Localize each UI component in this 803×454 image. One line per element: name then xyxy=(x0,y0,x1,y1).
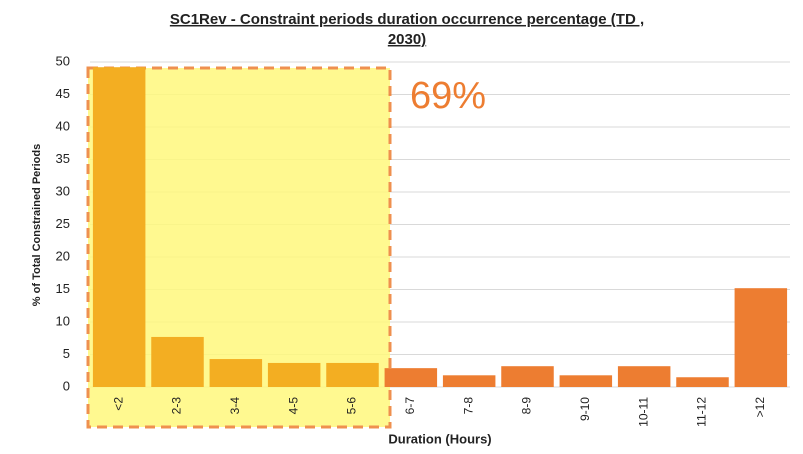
bar xyxy=(559,375,613,387)
y-tick-label: 45 xyxy=(56,86,70,101)
chart-title: SC1Rev - Constraint periods duration occ… xyxy=(170,11,644,28)
bars xyxy=(92,67,788,387)
bar xyxy=(501,366,554,387)
chart-title-line2: 2030) xyxy=(388,31,426,48)
bar xyxy=(326,362,379,387)
x-tick-label: 5-6 xyxy=(345,397,359,415)
y-tick-label: 10 xyxy=(56,313,70,328)
bar xyxy=(734,288,788,387)
bar xyxy=(617,366,671,387)
x-tick-label: 10-11 xyxy=(636,397,650,427)
x-tick-label: >12 xyxy=(753,397,767,418)
bar xyxy=(209,359,263,387)
y-tick-label: 15 xyxy=(56,281,70,296)
y-tick-label: 35 xyxy=(56,151,70,166)
y-tick-label: 20 xyxy=(56,248,70,263)
x-tick-label: 9-10 xyxy=(578,397,592,421)
bar xyxy=(92,67,146,387)
bar xyxy=(151,336,204,387)
y-tick-label: 40 xyxy=(56,118,70,133)
x-tick-label: 6-7 xyxy=(403,397,417,415)
x-tick-label: 2-3 xyxy=(170,397,184,415)
bar xyxy=(676,377,729,387)
bar xyxy=(384,368,438,387)
x-tick-label: 11-12 xyxy=(695,397,709,427)
x-axis-label: Duration (Hours) xyxy=(388,431,491,446)
annotation: 69% xyxy=(410,75,486,117)
bar xyxy=(267,362,321,387)
y-tick-label: 25 xyxy=(56,216,70,231)
bar xyxy=(442,375,496,387)
y-tick-label: 5 xyxy=(63,346,70,361)
y-tick-label: 30 xyxy=(56,183,70,198)
y-tick-label: 50 xyxy=(56,53,70,68)
x-tick-label: 3-4 xyxy=(228,397,242,415)
x-tick-label: 4-5 xyxy=(286,397,300,415)
x-tick-label: 8-9 xyxy=(520,397,534,415)
x-tick-label: <2 xyxy=(111,397,125,411)
y-tick-label: 0 xyxy=(63,378,70,393)
y-axis-label: % of Total Constrained Periods xyxy=(31,144,43,306)
x-tick-label: 7-8 xyxy=(461,397,475,415)
